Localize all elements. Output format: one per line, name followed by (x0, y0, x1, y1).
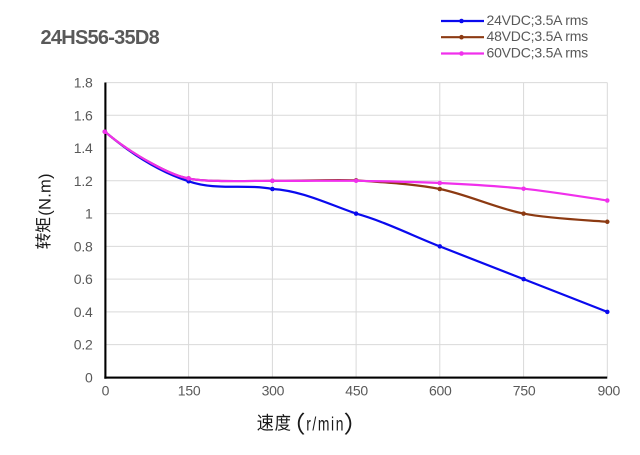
svg-text:(N.m): (N.m) (36, 173, 54, 215)
svg-text:750: 750 (513, 382, 536, 398)
svg-text:0.4: 0.4 (74, 304, 93, 320)
svg-text:0.2: 0.2 (74, 337, 93, 353)
svg-text:300: 300 (262, 382, 285, 398)
svg-text:0: 0 (102, 382, 110, 398)
svg-text:1.6: 1.6 (74, 107, 93, 123)
svg-text:24HS56-35D8: 24HS56-35D8 (41, 27, 160, 49)
svg-text:450: 450 (345, 382, 368, 398)
svg-text:0.6: 0.6 (74, 271, 93, 287)
svg-text:1.8: 1.8 (74, 75, 93, 91)
svg-text:24VDC;3.5A rms: 24VDC;3.5A rms (487, 12, 589, 28)
svg-text:1: 1 (85, 206, 93, 222)
svg-text:600: 600 (429, 382, 452, 398)
svg-text:900: 900 (597, 382, 620, 398)
svg-text:60VDC;3.5A rms: 60VDC;3.5A rms (487, 44, 589, 60)
svg-text:48VDC;3.5A rms: 48VDC;3.5A rms (487, 28, 589, 44)
svg-text:0.8: 0.8 (74, 239, 93, 255)
svg-text:r/min: r/min (306, 413, 345, 435)
svg-text:0: 0 (85, 370, 93, 386)
svg-text:150: 150 (178, 382, 201, 398)
svg-text:1.2: 1.2 (74, 173, 93, 189)
svg-text:1.4: 1.4 (74, 140, 93, 156)
